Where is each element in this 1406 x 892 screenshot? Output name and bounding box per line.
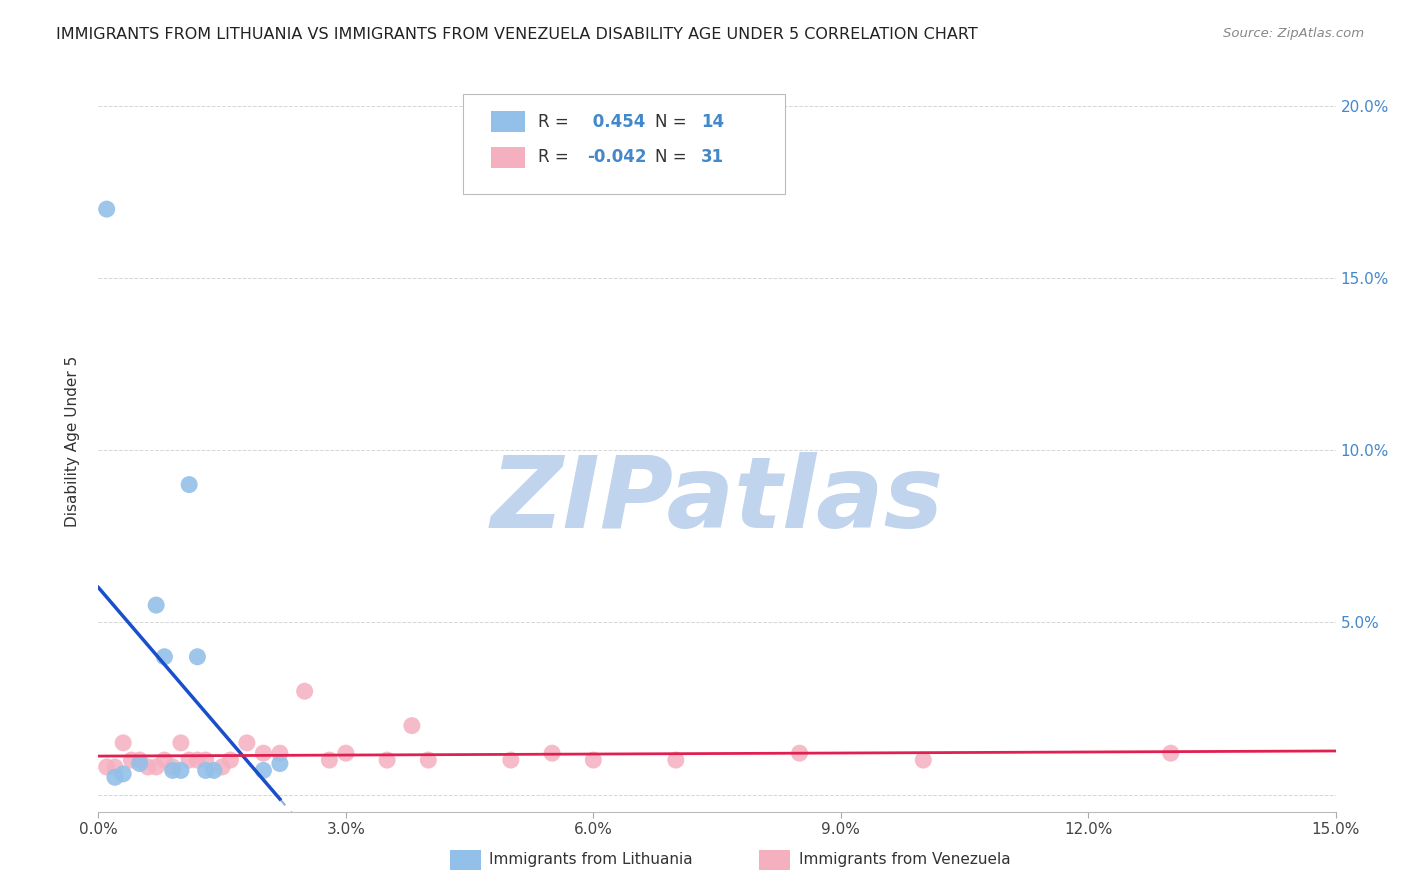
Point xyxy=(375,753,398,767)
Point xyxy=(128,753,150,767)
FancyBboxPatch shape xyxy=(491,147,526,168)
Point xyxy=(252,746,274,760)
Text: Source: ZipAtlas.com: Source: ZipAtlas.com xyxy=(1223,27,1364,40)
Text: R =: R = xyxy=(537,148,574,166)
Point xyxy=(153,649,176,664)
Point xyxy=(269,756,291,771)
Point xyxy=(202,764,225,778)
Text: N =: N = xyxy=(655,112,692,131)
Text: -0.042: -0.042 xyxy=(588,148,647,166)
Point xyxy=(318,753,340,767)
Point xyxy=(541,746,564,760)
Point xyxy=(294,684,316,698)
Point xyxy=(96,760,118,774)
Point xyxy=(162,764,184,778)
FancyBboxPatch shape xyxy=(759,850,790,870)
Text: Immigrants from Venezuela: Immigrants from Venezuela xyxy=(799,853,1011,867)
Text: Immigrants from Lithuania: Immigrants from Lithuania xyxy=(489,853,693,867)
Point xyxy=(179,753,201,767)
Text: 31: 31 xyxy=(702,148,724,166)
Point xyxy=(252,764,274,778)
Text: ZIPatlas: ZIPatlas xyxy=(491,452,943,549)
Point xyxy=(211,760,233,774)
Point xyxy=(112,767,135,781)
FancyBboxPatch shape xyxy=(450,850,481,870)
Point xyxy=(335,746,357,760)
Point xyxy=(401,718,423,732)
Point xyxy=(136,760,159,774)
Point xyxy=(170,764,193,778)
Point xyxy=(128,756,150,771)
Point xyxy=(145,760,167,774)
Text: 0.454: 0.454 xyxy=(588,112,645,131)
Point xyxy=(194,753,217,767)
FancyBboxPatch shape xyxy=(464,94,785,194)
Point xyxy=(120,753,142,767)
Point xyxy=(145,598,167,612)
FancyBboxPatch shape xyxy=(491,112,526,132)
Point xyxy=(186,649,208,664)
Point xyxy=(418,753,440,767)
Point xyxy=(186,753,208,767)
Text: N =: N = xyxy=(655,148,692,166)
Point xyxy=(179,477,201,491)
Point xyxy=(665,753,688,767)
Point xyxy=(236,736,259,750)
Point xyxy=(96,202,118,216)
Point xyxy=(582,753,605,767)
Y-axis label: Disability Age Under 5: Disability Age Under 5 xyxy=(65,356,80,527)
Point xyxy=(194,764,217,778)
Point xyxy=(170,736,193,750)
Point xyxy=(104,770,127,784)
Point xyxy=(153,753,176,767)
Point xyxy=(162,760,184,774)
Point xyxy=(499,753,522,767)
Point xyxy=(112,736,135,750)
Text: R =: R = xyxy=(537,112,574,131)
Point xyxy=(269,746,291,760)
Point xyxy=(789,746,811,760)
Point xyxy=(1160,746,1182,760)
Point xyxy=(912,753,935,767)
Text: IMMIGRANTS FROM LITHUANIA VS IMMIGRANTS FROM VENEZUELA DISABILITY AGE UNDER 5 CO: IMMIGRANTS FROM LITHUANIA VS IMMIGRANTS … xyxy=(56,27,979,42)
Point xyxy=(104,760,127,774)
Point xyxy=(219,753,242,767)
Text: 14: 14 xyxy=(702,112,724,131)
